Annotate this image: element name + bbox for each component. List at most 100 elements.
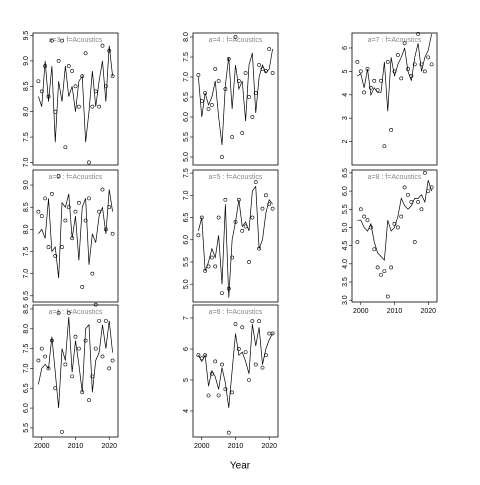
y-tick-label: 7.5 xyxy=(23,247,30,257)
y-tick-label: 7.0 xyxy=(23,269,30,279)
point xyxy=(66,205,71,210)
point xyxy=(107,366,112,371)
point xyxy=(230,390,235,395)
y-tick-label: 7.5 xyxy=(183,168,190,178)
point xyxy=(385,294,390,299)
point xyxy=(267,331,272,336)
point xyxy=(372,78,377,83)
y-tick-label: 7 xyxy=(183,316,190,320)
point xyxy=(236,79,241,83)
point xyxy=(49,192,54,196)
point xyxy=(213,359,218,364)
panel: a=3 : f=Acoustics 7.0 7.5 8.0 8.5 9.0 9.5 xyxy=(23,31,119,167)
point xyxy=(362,214,367,219)
point xyxy=(395,225,400,230)
point xyxy=(402,185,407,190)
y-tick-label: 5.0 xyxy=(183,279,190,289)
point xyxy=(253,362,258,367)
point xyxy=(100,354,105,359)
y-tick-label: 5.0 xyxy=(342,222,349,232)
y-tick-label: 9.0 xyxy=(23,180,30,190)
point xyxy=(70,69,75,73)
point xyxy=(399,214,404,219)
point xyxy=(379,272,383,277)
y-tick-label: 6.0 xyxy=(23,403,30,413)
point xyxy=(226,430,231,435)
y-tick-label: 4 xyxy=(183,409,190,413)
point xyxy=(196,233,201,238)
point xyxy=(76,200,81,205)
point xyxy=(399,76,404,81)
point xyxy=(56,59,61,63)
y-tick-label: 4 xyxy=(342,93,349,97)
x-tick-label: 2010 xyxy=(68,443,84,450)
point xyxy=(46,245,51,249)
series-line xyxy=(357,180,432,261)
point xyxy=(422,69,427,74)
point xyxy=(422,171,427,175)
y-tick-label: 7.0 xyxy=(183,190,190,200)
series-line xyxy=(357,33,432,112)
point xyxy=(97,318,102,323)
point xyxy=(196,353,201,358)
point xyxy=(355,240,360,244)
point xyxy=(103,318,108,323)
y-tick-label: 6 xyxy=(342,46,349,50)
y-tick-label: 4.0 xyxy=(342,259,349,269)
point xyxy=(395,53,400,57)
point xyxy=(426,55,431,60)
panel-frame xyxy=(32,304,119,438)
point xyxy=(110,358,115,363)
series-line xyxy=(198,185,273,298)
point xyxy=(56,174,61,179)
series-line xyxy=(198,48,273,146)
point xyxy=(87,398,91,403)
panel-frame xyxy=(32,32,119,166)
point xyxy=(80,285,85,289)
y-tick-label: 5 xyxy=(342,69,349,73)
point xyxy=(83,218,88,223)
y-tick-label: 7.0 xyxy=(23,157,30,167)
panel-frame xyxy=(192,32,279,166)
point xyxy=(240,325,245,330)
y-tick-label: 7.0 xyxy=(23,363,30,373)
point xyxy=(257,63,262,67)
point xyxy=(73,84,78,89)
point xyxy=(263,193,268,198)
y-tick-label: 6.5 xyxy=(183,213,190,223)
point xyxy=(87,160,91,165)
y-tick-label: 5 xyxy=(183,378,190,382)
panel: a=6 : f=Acoustics 4 5 6 7 2000 2010 2020 xyxy=(183,304,279,450)
point xyxy=(60,38,64,43)
x-tick-label: 2020 xyxy=(420,308,436,315)
y-tick-label: 6.0 xyxy=(183,112,190,122)
point xyxy=(83,51,88,56)
x-axis-label: Year xyxy=(230,461,251,472)
series-line xyxy=(38,189,113,279)
point xyxy=(220,155,224,159)
y-tick-label: 4.5 xyxy=(342,241,349,251)
y-tick-label: 3.0 xyxy=(342,295,349,305)
point xyxy=(87,196,91,201)
y-tick-label: 8.5 xyxy=(23,202,30,212)
point xyxy=(36,209,41,214)
point xyxy=(382,144,387,149)
point xyxy=(63,362,68,367)
point xyxy=(76,104,81,109)
point xyxy=(375,265,380,270)
point xyxy=(253,180,258,184)
panel-frame xyxy=(192,304,279,438)
strip-label: a=8 : f=Acoustics xyxy=(368,174,422,181)
panel: a=8 : f=Acoustics 3.0 3.5 4.0 4.5 5.0 5.5 6.0 6.… xyxy=(342,168,438,315)
point xyxy=(73,209,78,214)
point xyxy=(100,43,105,48)
y-tick-label: 8.0 xyxy=(23,107,30,117)
point xyxy=(76,346,81,351)
series-line xyxy=(38,45,113,143)
point xyxy=(233,35,238,39)
point xyxy=(365,218,370,223)
strip-label: a=7 : f=Acoustics xyxy=(368,37,422,44)
point xyxy=(247,95,251,99)
point xyxy=(230,135,235,139)
